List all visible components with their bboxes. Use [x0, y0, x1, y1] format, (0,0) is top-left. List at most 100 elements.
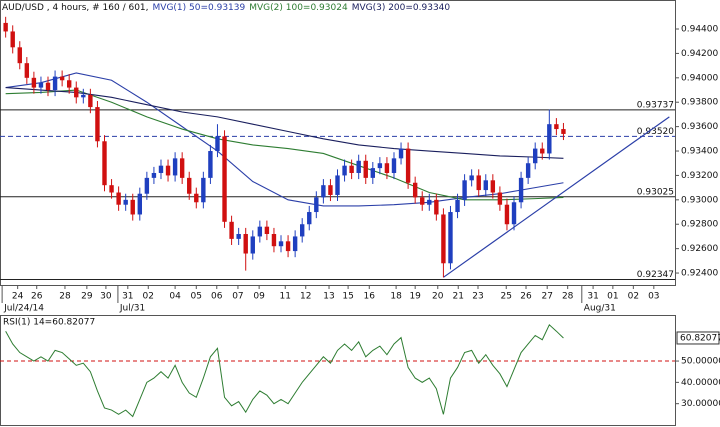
y-tick-label: 0.93400 — [681, 147, 718, 157]
x-tick-label: 20 — [432, 292, 444, 302]
moving-average — [5, 87, 564, 159]
level-label-bg — [651, 99, 675, 109]
rsi-value-label: 60.82077 — [680, 333, 720, 343]
x-tick-label: 27 — [541, 292, 552, 302]
candle-body — [257, 226, 263, 237]
candle-body — [151, 172, 157, 178]
x-tick-label: 13 — [323, 292, 334, 302]
x-tick-label: 19 — [409, 292, 421, 302]
level-label: 0.93520 — [637, 127, 674, 137]
candle-body — [215, 136, 220, 152]
candle-body — [194, 193, 199, 203]
candle-body — [144, 177, 150, 194]
candle-body — [285, 241, 291, 252]
x-tick-label: 26 — [31, 292, 43, 302]
y-tick-label: 0.92800 — [681, 220, 718, 230]
x-tick-label: 11 — [280, 292, 291, 302]
y-tick-label: 0.94000 — [681, 73, 718, 83]
x-tick-label: 15 — [342, 292, 353, 302]
y-tick-label: 0.92400 — [681, 269, 718, 279]
candle-body — [130, 199, 135, 215]
candle-body — [74, 87, 79, 98]
candle-body — [123, 199, 128, 205]
y-tick-label: 0.93200 — [681, 171, 718, 181]
candle-body — [335, 175, 340, 195]
price-panel — [0, 0, 676, 286]
candle-body — [561, 129, 566, 134]
candle-body — [441, 214, 446, 264]
candle-body — [59, 76, 65, 81]
candle-body — [384, 163, 390, 173]
candle-body — [236, 233, 241, 239]
rsi-title: RSI(1) 14=60.82077 — [3, 318, 95, 328]
level-label-bg — [651, 269, 675, 279]
candle-body — [469, 175, 474, 181]
x-tick-label: 21 — [453, 292, 464, 302]
candle-body — [307, 212, 312, 225]
candle-body — [31, 77, 37, 88]
legend-entry: MVG(2) 100=0.93024 — [249, 3, 348, 13]
level-label: 0.92347 — [637, 270, 674, 280]
candle-body — [363, 160, 368, 178]
period-label: Jul/31 — [119, 304, 145, 314]
candle-body — [321, 185, 326, 198]
candle-body — [179, 158, 185, 178]
candle-body — [66, 80, 72, 88]
candle-body — [81, 94, 86, 98]
candle-body — [24, 63, 30, 78]
candle-body — [412, 182, 418, 198]
chart-title: AUD/USD , 4 hours, # 160 / 601, — [2, 3, 149, 13]
x-tick-label: 03 — [648, 292, 659, 302]
candle-body — [158, 165, 164, 173]
x-tick-label: 04 — [169, 292, 181, 302]
candle-body — [38, 82, 44, 88]
candle-body — [547, 124, 552, 154]
x-tick-label: 24 — [12, 292, 24, 302]
candle-body — [356, 160, 361, 173]
candle-body — [187, 177, 192, 194]
y-tick-label: 0.93000 — [681, 195, 718, 205]
candle-body — [278, 241, 284, 247]
x-tick-label: 29 — [81, 292, 93, 302]
x-tick-label: 23 — [472, 292, 483, 302]
level-label-bg — [651, 186, 675, 196]
candle-body — [398, 148, 404, 159]
candle-body — [292, 236, 298, 252]
candle-body — [243, 233, 248, 254]
candle-body — [45, 82, 51, 91]
x-tick-label: 16 — [364, 292, 376, 302]
candle-body — [420, 197, 425, 205]
candle-body — [518, 177, 524, 203]
y-tick-label: 0.93600 — [681, 122, 718, 132]
candle-body — [391, 158, 397, 173]
legend-entry: MVG(3) 200=0.93340 — [352, 3, 451, 13]
candle-body — [165, 165, 171, 176]
x-tick-label: 28 — [562, 292, 574, 302]
candle-body — [377, 163, 383, 169]
x-tick-label: 31 — [122, 292, 133, 302]
trendline — [443, 116, 670, 278]
y-tick-label: 0.94400 — [681, 25, 718, 35]
candle-body — [370, 168, 376, 178]
x-tick-label: 26 — [520, 292, 532, 302]
candle-body — [52, 76, 58, 91]
x-tick-label: 30 — [100, 292, 112, 302]
x-tick-label: 07 — [232, 292, 243, 302]
x-tick-label: 05 — [191, 292, 202, 302]
candle-body — [483, 180, 488, 191]
candle-body — [172, 158, 178, 176]
x-tick-label: 28 — [59, 292, 71, 302]
legend-entry: MVG(1) 50=0.93139 — [153, 3, 246, 13]
y-tick-label: 40.00000 — [681, 378, 720, 388]
x-tick-label: 12 — [300, 292, 311, 302]
candle-body — [10, 31, 15, 48]
x-tick-label: 09 — [253, 292, 265, 302]
level-label: 0.93737 — [637, 100, 674, 110]
candle-body — [137, 193, 143, 215]
candle-body — [497, 192, 503, 205]
candle-body — [540, 148, 545, 154]
x-tick-label: 31 — [587, 292, 598, 302]
x-tick-label: 02 — [628, 292, 639, 302]
